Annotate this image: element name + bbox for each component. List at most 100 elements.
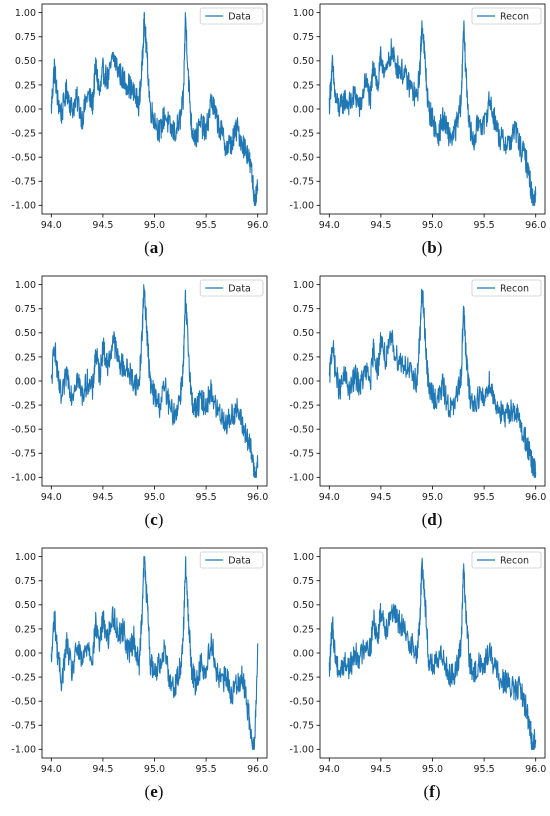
legend-box xyxy=(471,279,542,297)
plot-frame xyxy=(41,3,268,215)
y-tick-label: 0.75 xyxy=(293,304,314,315)
x-tick-label: 96.0 xyxy=(525,220,546,231)
y-tick-label: 0.25 xyxy=(15,352,36,363)
chart-panel-e: 1.00 0.75 0.50 0.25 0.00 -0.25 -0.50 -0.75 -1.00… xyxy=(0,544,275,816)
x-tick-label: 94.0 xyxy=(319,220,340,231)
caption-close-paren: ) xyxy=(158,238,164,257)
y-tick-label: 0.25 xyxy=(15,80,36,91)
y-tick-label: -1.00 xyxy=(11,201,36,212)
plot-frame xyxy=(41,547,268,759)
x-tick-label: 95.5 xyxy=(196,492,217,503)
chart-panel-c: 1.00 0.75 0.50 0.25 0.00 -0.25 -0.50 -0.75 -1.00… xyxy=(0,272,275,544)
y-tick-label: 1.00 xyxy=(293,280,314,291)
x-tick-label: 96.0 xyxy=(525,492,546,503)
x-tick-label: 94.5 xyxy=(370,220,391,231)
y-tick-label: 0.25 xyxy=(293,352,314,363)
y-tick-label: -0.25 xyxy=(11,672,36,683)
legend-label: Data xyxy=(228,11,251,22)
x-tick-label: 96.0 xyxy=(525,764,546,775)
y-tick-label: 0.00 xyxy=(15,376,36,387)
chart-panel-b: 1.00 0.75 0.50 0.25 0.00 -0.25 -0.50 -0.75 -1.00… xyxy=(278,0,550,272)
legend-label: Recon xyxy=(500,555,529,566)
x-tick-label: 94.0 xyxy=(41,492,62,503)
y-tick-label: -1.00 xyxy=(11,473,36,484)
caption-open-paren: ( xyxy=(144,510,151,529)
caption-letter: d xyxy=(427,510,437,529)
caption-letter: c xyxy=(150,510,158,529)
y-tick-label: -0.25 xyxy=(289,672,314,683)
x-tick-label: 94.5 xyxy=(92,220,113,231)
x-tick-label: 95.0 xyxy=(422,220,443,231)
series-line-recon xyxy=(328,557,537,750)
panel-caption-e: (e) xyxy=(0,782,272,802)
y-tick-label: -0.25 xyxy=(11,128,36,139)
series-line-data xyxy=(50,556,259,750)
y-tick-label: -0.25 xyxy=(289,128,314,139)
x-tick-label: 94.0 xyxy=(41,220,62,231)
y-tick-label: 0.50 xyxy=(15,600,36,611)
panel-caption-a: (a) xyxy=(0,238,272,258)
panel-caption-d: (d) xyxy=(278,510,550,530)
series-line-data xyxy=(50,12,259,206)
y-tick-label: -0.75 xyxy=(11,721,36,732)
y-tick-label: 0.50 xyxy=(293,600,314,611)
caption-open-paren: ( xyxy=(423,782,430,801)
x-tick-label: 95.5 xyxy=(474,220,495,231)
y-tick-label: -1.00 xyxy=(11,745,36,756)
x-tick-label: 94.0 xyxy=(41,764,62,775)
y-tick-label: 0.50 xyxy=(15,328,36,339)
legend-box xyxy=(199,279,264,297)
caption-open-paren: ( xyxy=(144,238,150,257)
y-tick-label: -0.25 xyxy=(289,400,314,411)
x-tick-label: 96.0 xyxy=(247,220,268,231)
chart-svg-b: 1.00 0.75 0.50 0.25 0.00 -0.25 -0.50 -0.75 -1.00… xyxy=(289,3,546,231)
y-tick-label: 0.50 xyxy=(293,56,314,67)
y-tick-label: 1.00 xyxy=(293,552,314,563)
y-tick-label: -1.00 xyxy=(289,745,314,756)
y-tick-label: 0.00 xyxy=(293,376,314,387)
y-tick-label: 0.50 xyxy=(15,56,36,67)
y-tick-label: 1.00 xyxy=(15,280,36,291)
y-tick-label: 0.75 xyxy=(15,32,36,43)
chart-panel-f: 1.00 0.75 0.50 0.25 0.00 -0.25 -0.50 -0.75 -1.00… xyxy=(278,544,550,816)
caption-letter: b xyxy=(427,238,437,257)
caption-letter: a xyxy=(149,238,159,257)
legend-label: Data xyxy=(228,555,251,566)
legend-label: Recon xyxy=(500,11,529,22)
y-tick-label: -1.00 xyxy=(289,473,314,484)
caption-open-paren: ( xyxy=(421,510,428,529)
y-tick-label: -0.50 xyxy=(289,697,314,708)
y-tick-label: 0.75 xyxy=(293,576,314,587)
y-tick-label: -1.00 xyxy=(289,201,314,212)
caption-letter: f xyxy=(429,782,435,801)
x-tick-label: 95.0 xyxy=(144,492,165,503)
y-tick-label: -0.50 xyxy=(289,425,314,436)
x-tick-label: 94.5 xyxy=(92,764,113,775)
y-tick-label: 0.25 xyxy=(15,624,36,635)
y-tick-label: -0.75 xyxy=(289,721,314,732)
y-tick-label: 0.00 xyxy=(15,104,36,115)
y-tick-label: 0.50 xyxy=(293,328,314,339)
caption-open-paren: ( xyxy=(144,782,151,801)
y-tick-label: -0.25 xyxy=(11,400,36,411)
legend-box xyxy=(471,7,542,25)
x-tick-label: 95.5 xyxy=(196,764,217,775)
y-tick-label: 0.75 xyxy=(15,304,36,315)
y-tick-label: 0.75 xyxy=(15,576,36,587)
series-line-recon xyxy=(328,288,537,478)
x-tick-label: 95.0 xyxy=(144,764,165,775)
y-tick-label: 0.00 xyxy=(15,648,36,659)
legend-box xyxy=(471,551,542,569)
x-tick-label: 94.0 xyxy=(319,492,340,503)
x-tick-label: 94.5 xyxy=(92,492,113,503)
x-tick-label: 95.5 xyxy=(196,220,217,231)
chart-svg-d: 1.00 0.75 0.50 0.25 0.00 -0.25 -0.50 -0.75 -1.00… xyxy=(289,275,546,503)
chart-svg-a: 1.00 0.75 0.50 0.25 0.00 -0.25 -0.50 -0.75 -1.00… xyxy=(11,3,268,231)
caption-close-paren: ) xyxy=(434,782,441,801)
y-tick-label: 1.00 xyxy=(15,552,36,563)
legend-box xyxy=(199,551,264,569)
caption-close-paren: ) xyxy=(157,510,164,529)
caption-close-paren: ) xyxy=(157,782,164,801)
y-tick-label: -0.75 xyxy=(11,177,36,188)
x-tick-label: 94.0 xyxy=(319,764,340,775)
